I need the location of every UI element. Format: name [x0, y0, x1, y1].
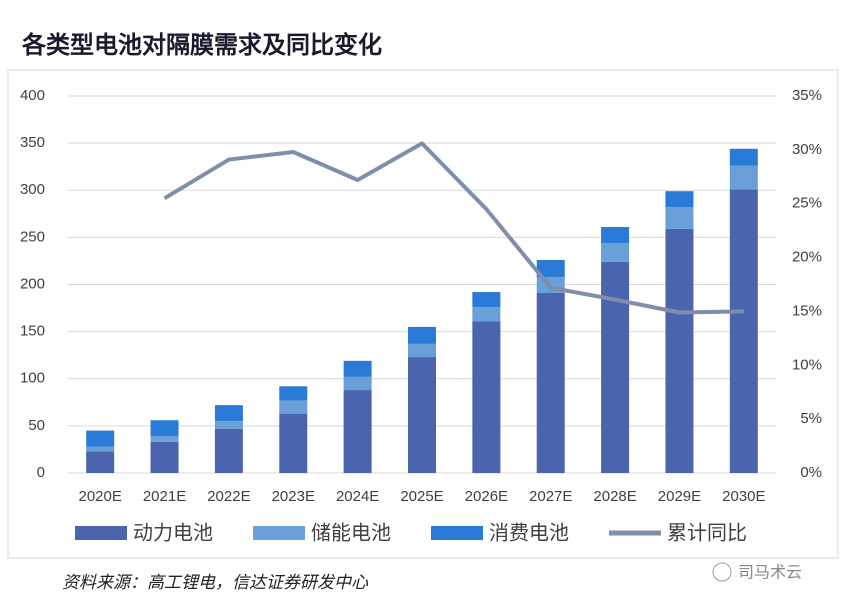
source-note: 资料来源：高工锂电，信达证券研发中心 [62, 573, 369, 593]
legend-label: 储能电池 [311, 521, 391, 545]
legend-swatch [253, 526, 305, 540]
bar-segment [729, 165, 758, 190]
x-tick-label: 2030E [722, 488, 765, 505]
x-tick-label: 2029E [658, 488, 701, 505]
bar-segment [86, 446, 115, 452]
y-tick-label: 250 [20, 228, 45, 245]
bar-segment [665, 207, 694, 229]
bar-segment [214, 421, 243, 429]
y-tick-label: 0 [37, 464, 45, 481]
y-tick-label: 300 [20, 181, 45, 198]
x-tick-label: 2027E [529, 488, 572, 505]
y2-tick-label: 35% [792, 87, 822, 104]
y2-tick-label: 0% [800, 464, 822, 481]
bar-segment [214, 405, 243, 422]
chart-frame [7, 69, 839, 559]
bar-segment [408, 326, 436, 344]
chart-title: 各类型电池对隔膜需求及同比变化 [21, 31, 382, 59]
bar-segment [729, 189, 758, 473]
bar-segment [150, 436, 179, 442]
y2-tick-label: 30% [792, 141, 822, 158]
legend-label: 累计同比 [667, 521, 747, 545]
y2-tick-label: 10% [792, 356, 822, 373]
y-tick-label: 350 [20, 134, 45, 151]
bar-segment [214, 428, 243, 473]
bar-segment [472, 307, 501, 322]
bar-segment [408, 343, 436, 358]
bar-segment [665, 228, 694, 473]
y-tick-label: 150 [20, 323, 45, 340]
x-tick-label: 2028E [593, 488, 636, 505]
x-tick-label: 2024E [336, 488, 379, 505]
y-tick-label: 400 [20, 87, 45, 104]
line-series [163, 141, 744, 315]
y-tick-label: 50 [28, 417, 45, 434]
y2-tick-label: 15% [792, 302, 822, 319]
bar-segment [408, 357, 436, 473]
bar-segment [279, 386, 308, 401]
bar-segment [343, 390, 372, 473]
bar-segment [536, 259, 565, 277]
x-tick-label: 2020E [78, 488, 121, 505]
bar-segment [601, 261, 630, 473]
bar-segment [665, 191, 694, 208]
legend-label: 消费电池 [489, 521, 569, 545]
x-tick-label: 2022E [207, 488, 250, 505]
bar-segment [86, 451, 115, 473]
watermark: 司马术云 [738, 563, 802, 582]
bar-segment [472, 321, 501, 473]
x-tick-label: 2023E [272, 488, 315, 505]
bar-segment [150, 441, 179, 473]
bar-segment [150, 420, 179, 437]
x-tick-label: 2025E [400, 488, 443, 505]
y-tick-label: 100 [20, 370, 45, 387]
legend-swatch [75, 526, 127, 540]
bar-segment [472, 292, 501, 308]
y-tick-label: 200 [20, 275, 45, 292]
bar-segment [729, 148, 758, 166]
bar-segment [86, 430, 115, 447]
bar-segment [279, 413, 308, 473]
bar-segment [601, 227, 630, 244]
bar-segment [536, 292, 565, 473]
x-tick-label: 2026E [465, 488, 508, 505]
legend-swatch [431, 526, 483, 540]
bar-segment [601, 243, 630, 262]
bar-segment [343, 360, 372, 377]
y2-tick-label: 20% [792, 249, 822, 266]
bar-segment [279, 400, 308, 414]
y2-tick-label: 25% [792, 195, 822, 212]
legend-label: 动力电池 [133, 521, 213, 545]
watermark-icon [712, 562, 732, 582]
y2-tick-label: 5% [800, 410, 822, 427]
x-tick-label: 2021E [143, 488, 186, 505]
bar-segment [343, 376, 372, 391]
